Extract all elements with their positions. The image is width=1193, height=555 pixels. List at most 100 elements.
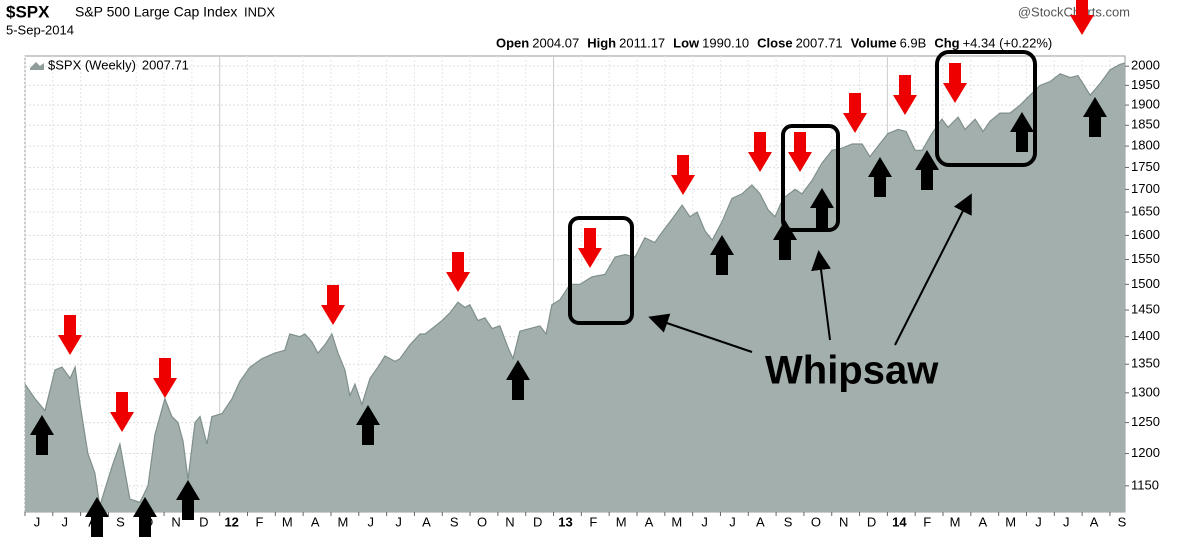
quote-label: Open [496,35,529,50]
sell-arrow [446,252,470,292]
y-tick-label: 1600 [1131,227,1160,242]
x-tick-label: 12 [224,514,238,529]
quote-label: Close [757,35,792,50]
quote-label: Volume [851,35,897,50]
chart-title: $SPX [6,2,50,21]
buy-arrow [506,360,530,400]
buy-arrow [356,405,380,445]
annotation-text: Whipsaw [765,349,939,393]
legend-swatch [30,62,44,70]
sell-arrow [671,155,695,195]
x-tick-label: N [839,514,848,529]
y-tick-label: 1800 [1131,138,1160,153]
buy-arrow [773,220,797,260]
sell-arrow [893,75,917,115]
y-tick-label: 1300 [1131,384,1160,399]
quote-label: Chg [934,35,959,50]
x-tick-label: M [1005,514,1016,529]
x-tick-label: S [450,514,459,529]
x-tick-label: A [422,514,431,529]
x-tick-label: O [477,514,487,529]
buy-arrow [176,480,200,520]
buy-arrow [30,415,54,455]
y-tick-label: 1900 [1131,97,1160,112]
legend-last-value: 2007.71 [142,57,189,72]
y-tick-label: 1350 [1131,356,1160,371]
buy-arrow [915,150,939,190]
buy-arrow [1083,97,1107,137]
quote-value: 2011.17 [619,35,665,50]
date: 5-Sep-2014 [6,22,74,37]
line [24,62,1126,507]
sell-arrow [578,228,602,268]
y-tick-label: 1200 [1131,445,1160,460]
x-tick-label: O [811,514,821,529]
y-tick-label: 1400 [1131,328,1160,343]
x-tick-label: F [589,514,597,529]
plot [24,62,1126,512]
whipsaw-box [568,216,634,325]
quote-value: 2007.71 [796,35,843,50]
x-tick-label: J [34,514,41,529]
quote-line: Open 2004.07 High 2011.17 Low 1990.10 Close 200… [496,35,1052,50]
x-tick-label: J [1063,514,1070,529]
y-tick-label: 1750 [1131,159,1160,174]
pointer [811,250,831,341]
quote-label: Low [673,35,700,50]
x-tick-label: N [171,514,180,529]
x-tick-label: N [505,514,514,529]
quote-label: High [587,35,616,50]
x-tick-label: A [756,514,765,529]
x-tick-label: M [616,514,627,529]
y-tick-label: 1150 [1131,477,1159,492]
y-tick-label: 1550 [1131,251,1160,266]
y-tick-label: 2000 [1131,58,1160,73]
buy-arrow [85,497,109,537]
sell-arrow [321,285,345,325]
sell-arrow [110,392,134,432]
whipsaw-box [935,50,1037,167]
sell-arrow [748,132,772,172]
sell-arrow [58,315,82,355]
y-tick-label: 1500 [1131,276,1160,291]
x-tick-label: A [979,514,988,529]
whipsaw-box [781,124,840,232]
chart-subtitle: S&P 500 Large Cap Index [75,4,237,20]
x-tick-label: M [338,514,349,529]
source: @StockCharts.com [1018,4,1130,19]
buy-arrow [868,157,892,197]
quote-value: +4.34 (+0.22%) [963,35,1053,50]
buy-arrow [710,235,734,275]
x-tick-label: S [1118,514,1127,529]
x-tick-label: J [368,514,375,529]
buy-arrow [1010,112,1034,152]
x-tick-label: 14 [892,514,907,529]
x-tick-label: 13 [558,514,572,529]
y-tick-label: 1950 [1131,77,1160,92]
x-tick-label: M [950,514,961,529]
exchange: INDX [244,4,275,19]
x-tick-label: J [729,514,736,529]
x-tick-label: F [256,514,264,529]
x-tick-label: D [867,514,876,529]
quote-value: 2004.07 [532,35,579,50]
x-tick-label: S [784,514,793,529]
x-tick-label: J [701,514,708,529]
y-tick-label: 1650 [1131,203,1160,218]
y-tick-label: 1250 [1131,414,1160,429]
x-tick-label: J [395,514,402,529]
y-tick-label: 1850 [1131,117,1160,132]
x-tick-label: J [62,514,69,529]
sell-arrow [1070,0,1094,35]
x-tick-label: A [645,514,654,529]
y-tick-label: 1700 [1131,181,1160,196]
sell-arrow [843,93,867,133]
x-tick-label: A [311,514,320,529]
x-tick-label: D [533,514,542,529]
x-tick-label: D [199,514,208,529]
annotations: Whipsaw [30,0,1107,537]
x-tick-label: M [282,514,293,529]
pointer [648,313,753,353]
buy-arrow [810,188,834,228]
x-tick-label: A [1090,514,1099,529]
